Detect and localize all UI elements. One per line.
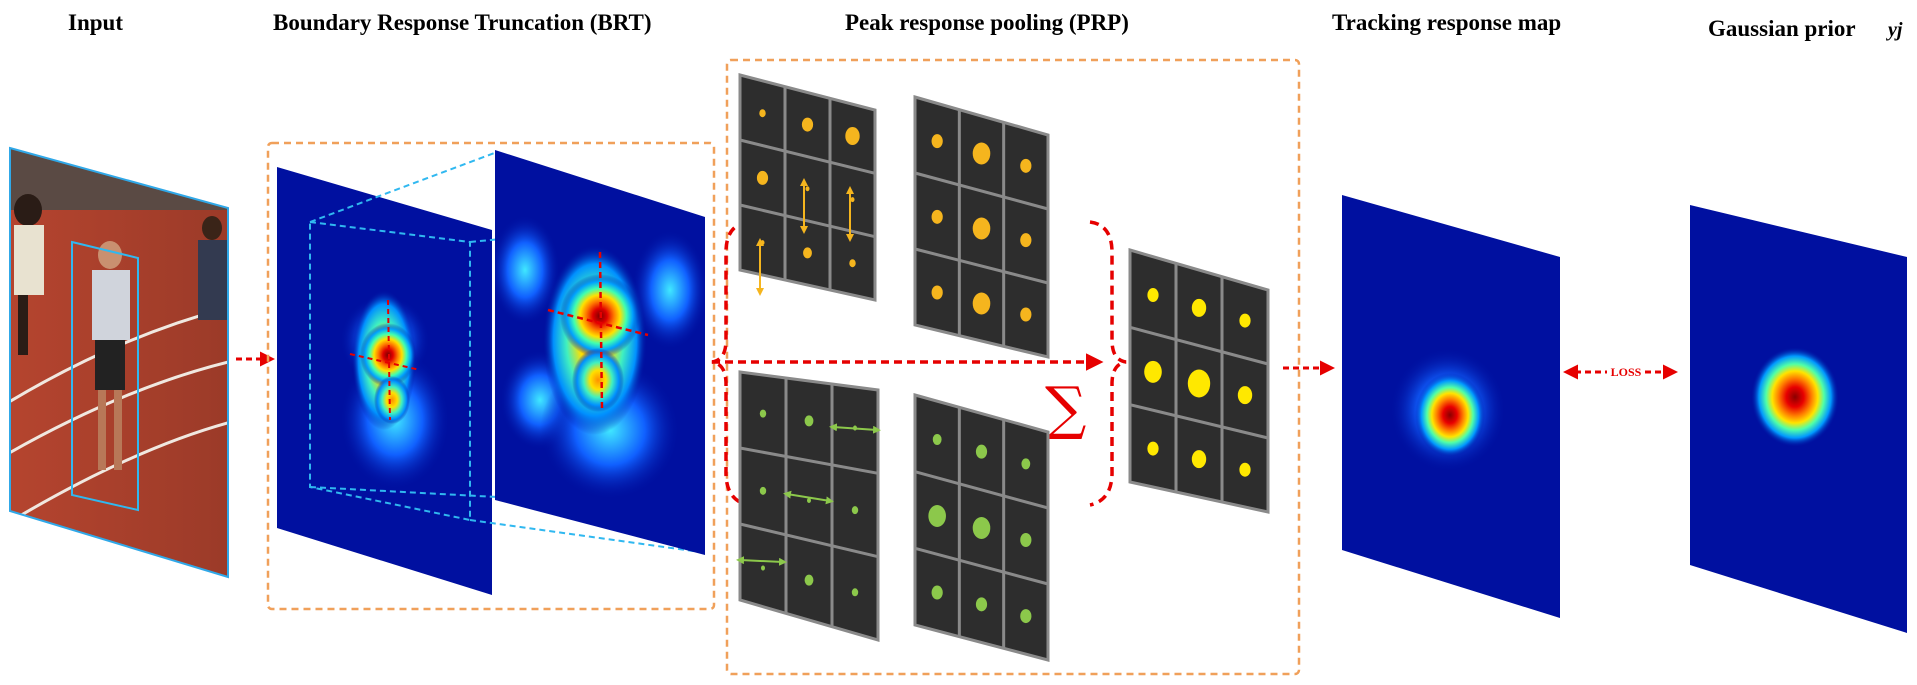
orange-shift-arrows — [756, 178, 854, 296]
response-dot — [761, 565, 765, 571]
response-dot — [845, 126, 860, 145]
gaussian-prior-map — [1690, 205, 1907, 633]
loss-label: LOSS — [1611, 365, 1642, 379]
prp-panels — [738, 73, 1270, 662]
response-dot — [849, 259, 856, 268]
response-dot — [1144, 360, 1162, 383]
response-dot — [759, 409, 767, 418]
response-dot — [1239, 313, 1251, 328]
pooling-panel-green-bottom-left — [738, 370, 880, 642]
response-dot — [1020, 609, 1032, 624]
response-dot — [756, 170, 769, 185]
pooling-panel-final — [1128, 248, 1270, 514]
response-dot — [972, 517, 991, 539]
response-dot — [804, 574, 814, 586]
response-dot — [972, 217, 991, 240]
brt-link-top — [309, 151, 498, 223]
pooling-panel-green-bottom-right — [913, 393, 1050, 662]
heading-input: Input — [68, 10, 123, 35]
response-dot — [803, 247, 812, 259]
response-dot — [972, 292, 991, 315]
gaussian-symbol: yj — [1886, 19, 1903, 41]
response-dot — [975, 444, 988, 459]
response-dot — [928, 505, 946, 527]
response-dot — [1147, 441, 1159, 456]
response-dot — [975, 597, 988, 612]
response-dot — [931, 585, 943, 600]
response-dot — [1147, 288, 1159, 303]
heading-brt: Boundary Response Truncation (BRT) — [273, 10, 652, 35]
response-dot — [851, 506, 859, 515]
response-dot — [1237, 386, 1253, 405]
response-dot — [931, 134, 943, 149]
response-dot — [931, 285, 943, 300]
response-dot — [1020, 307, 1032, 322]
brt-heatmap-truncated — [495, 150, 705, 555]
response-dot — [801, 117, 814, 132]
brt-link-left — [309, 486, 498, 498]
response-dot — [759, 109, 766, 118]
response-dot — [1187, 369, 1211, 398]
response-dot — [760, 240, 765, 246]
response-dot — [932, 433, 942, 445]
heading-tracking-map: Tracking response map — [1332, 10, 1561, 35]
brt-heatmap-original — [277, 167, 492, 595]
pooling-panel-orange-top-right — [913, 95, 1050, 359]
response-dot — [804, 415, 814, 427]
green-shift-arrows — [736, 423, 881, 566]
prp-dashed-frame — [725, 58, 1301, 676]
left-brace — [711, 220, 749, 507]
brt-dashed-frame — [266, 141, 716, 611]
right-brace — [1089, 220, 1127, 507]
response-dot — [850, 197, 855, 203]
response-dot — [805, 186, 810, 192]
response-dot — [759, 486, 767, 495]
response-dot — [972, 142, 991, 165]
response-dot — [1020, 233, 1032, 248]
heading-gaussian-prior: Gaussian prior — [1708, 16, 1856, 41]
response-dot — [1020, 158, 1032, 173]
response-dot — [851, 588, 859, 597]
tracking-response-map — [1342, 195, 1560, 618]
response-dot — [1021, 458, 1031, 470]
input-image — [9, 146, 229, 579]
response-dot — [1191, 298, 1207, 317]
heading-prp: Peak response pooling (PRP) — [845, 10, 1129, 35]
response-dot — [931, 209, 943, 224]
response-dot — [1191, 450, 1207, 469]
response-dot — [1020, 533, 1032, 547]
sum-symbol: ∑ — [1045, 374, 1086, 442]
brt-link-bottom — [469, 519, 701, 553]
loss-label-bg — [1607, 363, 1645, 379]
response-dot — [1239, 462, 1251, 477]
